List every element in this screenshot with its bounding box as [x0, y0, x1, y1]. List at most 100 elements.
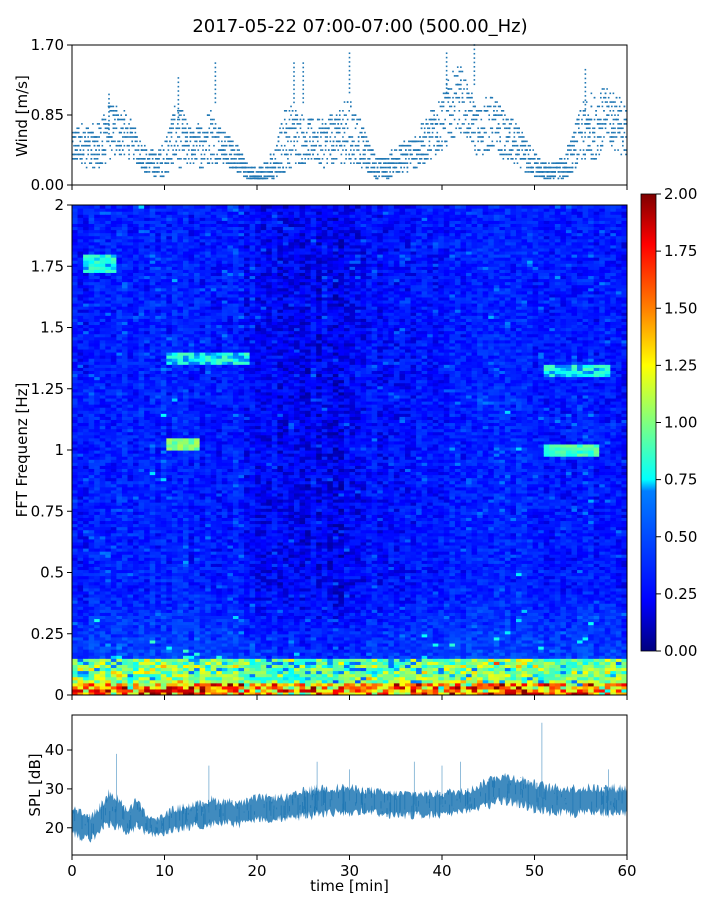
wind-point — [430, 158, 432, 160]
wind-point — [171, 123, 173, 125]
wind-point — [540, 167, 542, 169]
spectrogram-ylabel: FFT Frequenz [Hz] — [13, 383, 31, 518]
wind-point — [282, 171, 284, 173]
wind-point — [215, 93, 217, 95]
wind-point — [92, 167, 94, 169]
wind-point — [92, 136, 94, 138]
wind-point — [403, 141, 405, 143]
wind-point — [147, 171, 149, 173]
wind-point — [353, 154, 355, 156]
wind-point — [539, 171, 541, 173]
wind-point — [506, 136, 508, 138]
wind-point — [536, 154, 538, 156]
wind-point — [227, 158, 229, 160]
wind-point — [394, 149, 396, 151]
wind-point — [114, 114, 116, 116]
wind-point — [300, 119, 302, 121]
wind-point — [153, 171, 155, 173]
wind-point — [348, 158, 350, 160]
wind-point — [84, 162, 86, 164]
wind-point — [569, 149, 571, 151]
wind-point — [620, 110, 622, 112]
wind-point — [410, 162, 412, 164]
wind-point — [586, 101, 588, 103]
wind-point — [419, 141, 421, 143]
wind-point — [466, 88, 468, 90]
wind-point — [282, 127, 284, 129]
wind-point — [73, 154, 75, 156]
wind-point — [219, 127, 221, 129]
wind-point — [119, 132, 121, 134]
wind-point — [308, 154, 310, 156]
wind-point — [331, 114, 333, 116]
wind-point — [330, 136, 332, 138]
wind-point — [598, 154, 600, 156]
wind-point — [160, 154, 162, 156]
wind-point — [591, 154, 593, 156]
wind-point — [348, 110, 350, 112]
wind-point — [300, 154, 302, 156]
wind-point — [611, 106, 613, 108]
wind-point — [262, 167, 264, 169]
wind-point — [435, 149, 437, 151]
wind-point — [241, 162, 243, 164]
wind-point — [175, 141, 177, 143]
wind-point — [103, 154, 105, 156]
wind-point — [512, 141, 514, 143]
wind-point — [218, 136, 220, 138]
wind-point — [279, 132, 281, 134]
wind-point — [359, 158, 361, 160]
wind-point — [229, 145, 231, 147]
wind-point — [411, 158, 413, 160]
wind-point — [295, 114, 297, 116]
wind-point — [441, 101, 443, 103]
wind-point — [240, 154, 242, 156]
wind-point — [374, 162, 376, 164]
wind-point — [515, 158, 517, 160]
wind-point — [240, 162, 242, 164]
wind-point — [114, 154, 116, 156]
wind-point — [108, 124, 110, 126]
wind-point — [243, 175, 245, 177]
wind-point — [451, 132, 453, 134]
wind-point — [102, 154, 104, 156]
wind-point — [602, 141, 604, 143]
wind-point — [270, 162, 272, 164]
wind-point — [219, 149, 221, 151]
wind-point — [372, 162, 374, 164]
wind-point — [312, 119, 314, 121]
wind-point — [119, 154, 121, 156]
wind-point — [311, 158, 313, 160]
wind-point — [215, 71, 217, 73]
wind-point — [108, 111, 110, 113]
wind-point — [447, 79, 449, 81]
wind-point — [334, 158, 336, 160]
wind-point — [361, 132, 363, 134]
wind-point — [215, 127, 217, 129]
wind-point — [548, 162, 550, 164]
wind-point — [317, 119, 319, 121]
wind-point — [567, 158, 569, 160]
wind-point — [367, 167, 369, 169]
wind-point — [468, 127, 470, 129]
wind-point — [509, 154, 511, 156]
wind-point — [386, 167, 388, 169]
wind-point — [172, 149, 174, 151]
wind-point — [312, 141, 314, 143]
wind-point — [286, 154, 288, 156]
wind-point — [293, 123, 295, 125]
wind-point — [575, 132, 577, 134]
wind-point — [608, 97, 610, 99]
wind-point — [432, 123, 434, 125]
wind-point — [180, 110, 182, 112]
wind-point — [293, 84, 295, 86]
wind-point — [507, 154, 509, 156]
wind-point — [441, 110, 443, 112]
wind-point — [84, 136, 86, 138]
wind-point — [567, 171, 569, 173]
wind-point — [98, 136, 100, 138]
wind-point — [174, 106, 176, 108]
wind-point — [207, 158, 209, 160]
wind-point — [341, 154, 343, 156]
wind-point — [230, 167, 232, 169]
